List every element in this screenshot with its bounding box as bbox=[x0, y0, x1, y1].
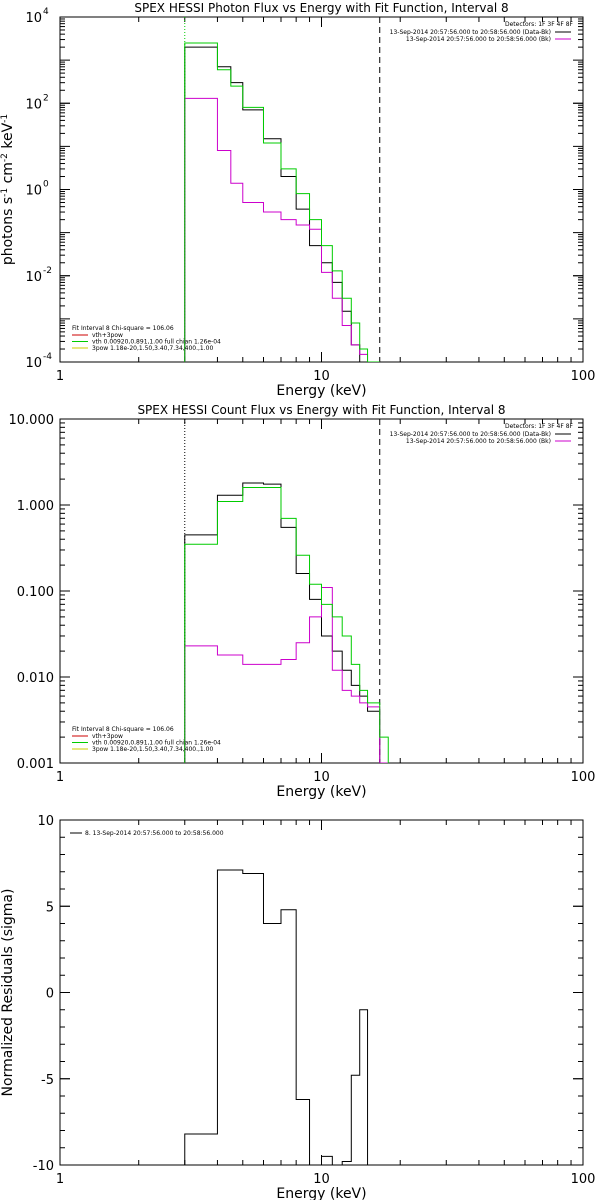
y-tick-label: 10 bbox=[25, 270, 42, 285]
series-group bbox=[184, 42, 380, 362]
x-axis-label: Energy (keV) bbox=[276, 784, 366, 800]
fit-legend-label: 3pow 1.18e-20,1.50,3.40,7.34,400.,1.00 bbox=[92, 345, 213, 352]
y-tick-label: -5 bbox=[41, 1073, 54, 1088]
y-tick-label: 1.000 bbox=[17, 499, 54, 514]
y-tick-label: 10 bbox=[25, 97, 42, 112]
series-line-2 bbox=[184, 97, 380, 362]
x-tick-label: 10 bbox=[313, 1172, 330, 1187]
legend-header: Detectors: 1F 3F 4F 8F bbox=[505, 21, 574, 28]
fit-legend-label: vth+3pow bbox=[92, 332, 123, 339]
y-axis-label-part: -1 bbox=[0, 188, 10, 197]
plot-frame bbox=[59, 16, 584, 363]
y-tick-exponent: -4 bbox=[43, 352, 52, 362]
y-axis-label-part: -1 bbox=[0, 114, 10, 123]
fit-legend-header: Fit Interval 8 Chi-square = 106.06 bbox=[72, 325, 174, 332]
series-line-2 bbox=[184, 586, 389, 763]
y-tick-label: 10 bbox=[37, 814, 54, 829]
series-line-3 bbox=[184, 486, 389, 763]
x-tick-label: 10 bbox=[313, 369, 330, 384]
y-tick-exponent: 2 bbox=[43, 93, 49, 103]
y-axis-label: Normalized Residuals (sigma) bbox=[0, 889, 16, 1097]
y-tick-label: 0.001 bbox=[17, 757, 54, 772]
y-tick-label: 10 bbox=[25, 356, 42, 371]
x-axis-label: Energy (keV) bbox=[276, 383, 366, 399]
series-group bbox=[184, 869, 380, 1165]
fit-legend-header: Fit Interval 8 Chi-square = 106.06 bbox=[72, 726, 174, 733]
y-tick-label: 10.000 bbox=[9, 413, 55, 428]
y-tick-label: -10 bbox=[33, 1159, 54, 1174]
y-tick-exponent: -2 bbox=[43, 266, 52, 276]
y-tick-label: 10 bbox=[25, 11, 42, 26]
x-tick-label: 1 bbox=[56, 770, 64, 785]
y-axis-label: photons s-1 cm-2 keV-1 bbox=[0, 114, 16, 265]
chart-panel-1: SPEX HESSI Photon Flux vs Energy with Fi… bbox=[0, 1, 595, 399]
series-line-1 bbox=[184, 869, 380, 1165]
y-tick-label: 5 bbox=[46, 900, 54, 915]
x-tick-label: 100 bbox=[571, 770, 596, 785]
chart-title: SPEX HESSI Photon Flux vs Energy with Fi… bbox=[134, 1, 508, 15]
series-group bbox=[184, 482, 389, 763]
series-line-1 bbox=[184, 46, 380, 362]
fit-legend-label: vth 0.00920,0.891,1.00 full chian 1.26e-… bbox=[92, 740, 221, 747]
y-tick-exponent: 4 bbox=[43, 7, 49, 17]
legend-header: Detectors: 1F 3F 4F 8F bbox=[505, 423, 574, 430]
y-axis-label-part: cm bbox=[0, 162, 16, 188]
chart-title: SPEX HESSI Count Flux vs Energy with Fit… bbox=[137, 403, 505, 417]
fit-legend-label: vth 0.00920,0.891,1.00 full chian 1.26e-… bbox=[92, 339, 221, 346]
series-line-1 bbox=[184, 482, 389, 763]
x-tick-label: 100 bbox=[571, 369, 596, 384]
y-axis-label-part: photons s bbox=[0, 197, 16, 265]
y-tick-label: 0.010 bbox=[17, 671, 54, 686]
x-tick-label: 100 bbox=[571, 1172, 596, 1187]
y-tick-exponent: 0 bbox=[43, 180, 49, 190]
x-axis-label: Energy (keV) bbox=[276, 1186, 366, 1200]
y-axis-label-part: -2 bbox=[0, 153, 10, 162]
legend-label: 13-Sep-2014 20:57:56.000 to 20:58:56.000… bbox=[390, 431, 551, 438]
plot-frame bbox=[59, 819, 584, 1166]
fit-legend-label: 3pow 1.18e-20,1.50,3.40,7.34,400.,1.00 bbox=[92, 746, 213, 753]
x-tick-label: 1 bbox=[56, 1172, 64, 1187]
y-tick-label: 0.100 bbox=[17, 585, 54, 600]
x-tick-label: 10 bbox=[313, 770, 330, 785]
y-tick-label: 10 bbox=[25, 184, 42, 199]
y-axis-label-part: keV bbox=[0, 122, 16, 153]
legend-label: 13-Sep-2014 20:57:56.000 to 20:58:56.000… bbox=[390, 29, 551, 36]
x-tick-label: 1 bbox=[56, 369, 64, 384]
y-tick-label: 0 bbox=[46, 987, 54, 1002]
chart-panel-3: 1 10 100 Energy (keV) -10 -5 0 5 10 Normalized Re… bbox=[0, 814, 595, 1200]
chart-panel-2: SPEX HESSI Count Flux vs Energy with Fit… bbox=[9, 403, 596, 800]
legend-label: 13-Sep-2014 20:57:56.000 to 20:58:56.000… bbox=[406, 438, 551, 445]
legend-label: 8. 13-Sep-2014 20:57:56.000 to 20:58:56.… bbox=[85, 830, 224, 837]
legend-label: 13-Sep-2014 20:57:56.000 to 20:58:56.000… bbox=[406, 36, 551, 43]
fit-legend-label: vth+3pow bbox=[92, 733, 123, 740]
series-line-3 bbox=[184, 42, 380, 362]
